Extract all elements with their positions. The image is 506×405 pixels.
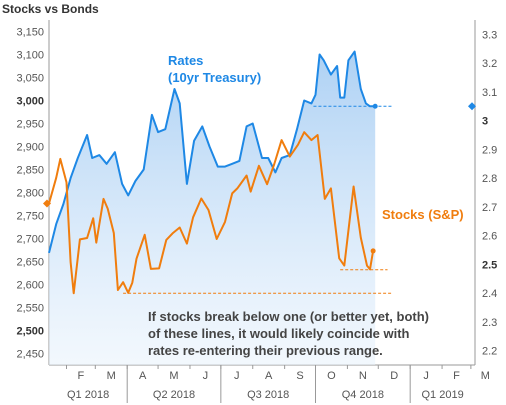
left-tick-label: 3,050 [16, 73, 44, 85]
left-tick-label: 3,150 [16, 27, 44, 39]
month-label: M [481, 370, 490, 382]
quarter-label: Q4 2018 [342, 389, 384, 401]
month-label: M [107, 370, 116, 382]
left-tick-label: 3,100 [16, 50, 44, 62]
left-tick-label: 2,900 [16, 142, 44, 154]
left-tick-label: 2,550 [16, 303, 44, 315]
stocks-axis-marker [43, 199, 51, 208]
note-line1: If stocks break below one (or better yet… [148, 309, 429, 324]
month-label: N [359, 370, 367, 382]
month-label: J [234, 370, 240, 382]
left-tick-label: 2,650 [16, 257, 44, 269]
note-line2: of these lines, it would likely coincide… [148, 326, 410, 341]
axis-ticks-layer: 2,450 2,500 2,550 2,600 2,650 2,700 2,750 2,800… [16, 27, 497, 403]
quarter-label: Q2 2018 [153, 389, 195, 401]
month-label: A [139, 370, 147, 382]
quarter-label: Q1 2019 [421, 389, 463, 401]
quarter-label: Q1 2018 [67, 389, 109, 401]
right-tick-label: 3.3 [482, 29, 497, 41]
left-tick-label: 3,000 [16, 96, 44, 108]
right-tick-label: 2.5 [482, 259, 497, 271]
series-end-point [372, 103, 378, 109]
month-label: F [453, 370, 460, 382]
rates-axis-marker [468, 102, 476, 111]
right-tick-label: 2.8 [482, 173, 497, 185]
series-end-point [370, 248, 376, 254]
month-label: J [423, 370, 429, 382]
left-tick-label: 2,500 [16, 326, 44, 338]
chart-title: Stocks vs Bonds [2, 2, 99, 16]
rates-line [48, 50, 376, 254]
right-tick-label: 2.7 [482, 202, 497, 214]
note-line3: rates re-entering their previous range. [148, 343, 383, 358]
month-label: A [265, 370, 273, 382]
left-tick-label: 2,750 [16, 211, 44, 223]
month-label: S [296, 370, 303, 382]
left-tick-label: 2,850 [16, 165, 44, 177]
annotations: Rates (10yr Treasury) Stocks (S&P) If st… [148, 53, 464, 358]
right-tick-label: 2.3 [482, 317, 497, 329]
right-tick-label: 2.4 [482, 288, 497, 300]
month-label: O [327, 370, 336, 382]
right-tick-label: 2.9 [482, 144, 497, 156]
right-tick-label: 3.2 [482, 58, 497, 70]
month-label: J [203, 370, 209, 382]
month-label: D [390, 370, 398, 382]
month-label: F [78, 370, 85, 382]
left-tick-label: 2,700 [16, 234, 44, 246]
stocks-line [48, 131, 375, 295]
left-tick-label: 2,450 [16, 349, 44, 361]
month-label: M [169, 370, 178, 382]
right-tick-label: 3.1 [482, 87, 497, 99]
stocks-label: Stocks (S&P) [382, 207, 464, 222]
rates-label-line2: (10yr Treasury) [168, 70, 261, 85]
left-tick-label: 2,950 [16, 119, 44, 131]
left-tick-label: 2,800 [16, 188, 44, 200]
series-lines-layer [43, 50, 476, 295]
rates-label-line1: Rates [168, 53, 203, 68]
right-tick-label: 2.2 [482, 346, 497, 358]
right-tick-label: 3 [482, 116, 488, 128]
left-tick-label: 2,600 [16, 280, 44, 292]
reference-lines-layer [123, 105, 393, 294]
right-tick-label: 2.6 [482, 231, 497, 243]
quarter-label: Q3 2018 [247, 389, 289, 401]
